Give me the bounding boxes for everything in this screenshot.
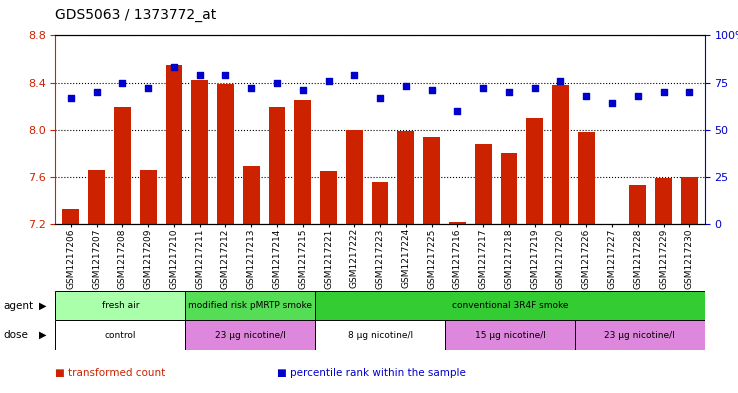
Point (348, 72, 360, 78)
Point (426, 87, 438, 93)
Bar (315, 320, 445, 350)
Point (91, 89, 103, 95)
Bar (217, 84, 234, 224)
Point (554, 77, 566, 84)
Text: 8 μg nicotine/l: 8 μg nicotine/l (348, 331, 413, 340)
Point (117, 79, 128, 86)
Point (606, 100, 618, 107)
Text: fresh air: fresh air (102, 301, 139, 310)
Text: control: control (105, 331, 136, 340)
Point (452, 108, 463, 114)
Bar (578, 132, 595, 224)
Bar (372, 182, 388, 224)
Text: 23 μg nicotine/l: 23 μg nicotine/l (215, 331, 286, 340)
Text: conventional 3R4F smoke: conventional 3R4F smoke (452, 301, 568, 310)
Bar (55, 320, 185, 350)
Text: ■ percentile rank within the sample: ■ percentile rank within the sample (277, 368, 466, 378)
Bar (526, 118, 543, 224)
Text: ■ transformed count: ■ transformed count (55, 368, 165, 378)
Point (142, 85, 154, 91)
Text: ▶: ▶ (39, 330, 46, 340)
Bar (315, 291, 705, 320)
Point (271, 79, 283, 86)
Point (245, 85, 257, 91)
Text: 23 μg nicotine/l: 23 μg nicotine/l (604, 331, 675, 340)
Point (297, 87, 308, 93)
Bar (191, 80, 208, 224)
Bar (449, 222, 466, 224)
Bar (243, 166, 260, 224)
Point (503, 89, 515, 95)
Bar (320, 171, 337, 224)
Bar (398, 131, 414, 224)
Point (580, 93, 592, 99)
Text: ▶: ▶ (39, 301, 46, 310)
Bar (114, 107, 131, 224)
Bar (294, 100, 311, 224)
Point (194, 72, 206, 78)
Bar (655, 178, 672, 224)
Bar (475, 144, 492, 224)
Point (683, 89, 695, 95)
Bar (552, 85, 569, 224)
Text: GDS5063 / 1373772_at: GDS5063 / 1373772_at (55, 7, 216, 22)
Point (529, 85, 541, 91)
Text: agent: agent (4, 301, 34, 310)
Point (219, 72, 231, 78)
Text: modified risk pMRTP smoke: modified risk pMRTP smoke (188, 301, 312, 310)
Bar (185, 291, 315, 320)
Bar (346, 130, 362, 224)
Point (168, 64, 180, 71)
Bar (681, 177, 697, 224)
Bar (445, 320, 575, 350)
Bar (500, 153, 517, 224)
Bar (165, 65, 182, 224)
Bar (139, 170, 156, 224)
Point (323, 77, 334, 84)
Bar (423, 137, 440, 224)
Bar (185, 320, 315, 350)
Bar (630, 185, 646, 224)
Point (477, 85, 489, 91)
Bar (575, 320, 705, 350)
Bar (55, 291, 185, 320)
Text: 15 μg nicotine/l: 15 μg nicotine/l (475, 331, 545, 340)
Bar (63, 209, 79, 224)
Point (374, 94, 386, 101)
Text: dose: dose (4, 330, 29, 340)
Bar (269, 107, 286, 224)
Point (400, 83, 412, 90)
Bar (89, 170, 105, 224)
Point (632, 93, 644, 99)
Point (658, 89, 669, 95)
Point (65, 94, 77, 101)
